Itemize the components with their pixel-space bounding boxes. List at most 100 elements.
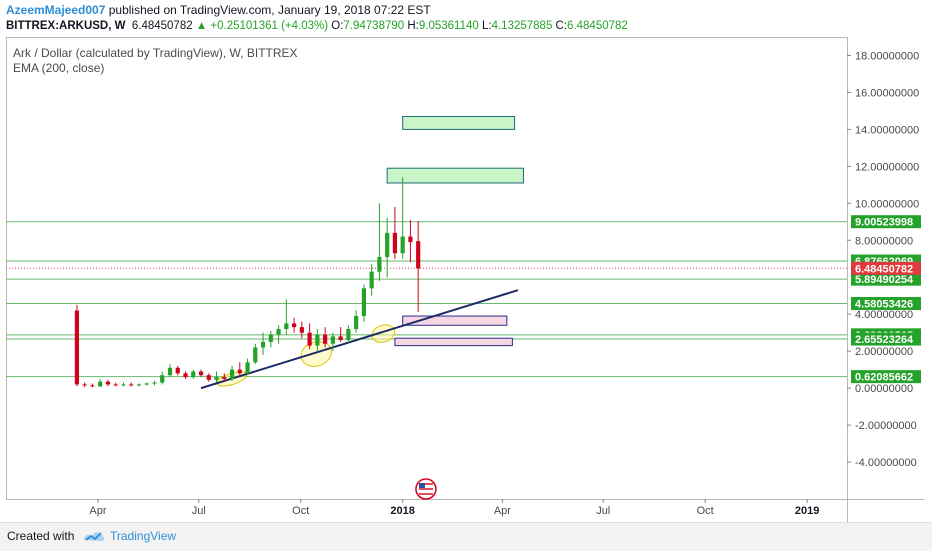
candle-body[interactable] bbox=[323, 334, 328, 344]
high-label: H: bbox=[407, 20, 419, 32]
candle-body[interactable] bbox=[330, 336, 335, 344]
price-tag bbox=[851, 296, 921, 310]
footer-bar: Created with TradingView bbox=[0, 522, 932, 551]
candle-body[interactable] bbox=[307, 332, 312, 346]
candle-body[interactable] bbox=[400, 236, 405, 254]
candle-body[interactable] bbox=[315, 334, 320, 346]
y-tick-label: -2.00000000 bbox=[855, 420, 917, 432]
change-value: ▲ +0.25101361 (+4.03%) bbox=[195, 20, 329, 32]
tradingview-link[interactable]: TradingView bbox=[110, 529, 177, 543]
candle-body[interactable] bbox=[152, 382, 157, 384]
support-zone[interactable] bbox=[394, 337, 513, 347]
candle-body[interactable] bbox=[121, 384, 126, 386]
candle-body[interactable] bbox=[105, 381, 111, 385]
open-label: O: bbox=[331, 20, 344, 32]
candle-body[interactable] bbox=[167, 367, 173, 376]
candle-body[interactable] bbox=[129, 384, 134, 386]
price-tag-label: 2.65523264 bbox=[855, 334, 914, 346]
low-label: L: bbox=[481, 20, 492, 32]
last-price: 6.48450782 bbox=[131, 20, 193, 32]
candle-body[interactable] bbox=[160, 375, 165, 383]
candle-body[interactable] bbox=[291, 323, 297, 328]
candle-body[interactable] bbox=[175, 367, 180, 374]
tradingview-logo-icon[interactable] bbox=[82, 528, 106, 549]
candle-body[interactable] bbox=[268, 334, 273, 342]
quote-bar: BITTREX:ARKUSD, W 6.48450782 ▲ +0.251013… bbox=[6, 20, 628, 32]
candle-body[interactable] bbox=[90, 385, 95, 387]
candle-body[interactable] bbox=[416, 241, 421, 269]
y-tick-label: 2.00000000 bbox=[855, 346, 913, 358]
candle-body[interactable] bbox=[284, 323, 289, 329]
candle-body[interactable] bbox=[206, 375, 211, 380]
flag-canton bbox=[418, 483, 425, 488]
author-link[interactable]: AzeemMajeed007 bbox=[6, 3, 106, 17]
candle-body[interactable] bbox=[408, 236, 413, 243]
price-tag bbox=[851, 215, 921, 229]
open-value: 7.94738790 bbox=[343, 20, 405, 32]
candle-body[interactable] bbox=[377, 256, 382, 272]
x-tick-label: Apr bbox=[494, 505, 511, 517]
price-chart[interactable]: 18.00000000 16.00000000 14.00000000 12.0000… bbox=[6, 37, 924, 523]
high-value: 9.05361140 bbox=[418, 20, 479, 32]
low-value: 4.13257885 bbox=[491, 20, 553, 32]
y-tick-label: 14.00000000 bbox=[855, 124, 919, 136]
candle-body[interactable] bbox=[198, 371, 204, 376]
publish-header: AzeemMajeed007 published on TradingView.… bbox=[6, 3, 431, 17]
candle-body[interactable] bbox=[361, 288, 366, 317]
candle-body[interactable] bbox=[74, 310, 80, 385]
candle-body[interactable] bbox=[299, 327, 304, 333]
y-tick-label: 16.00000000 bbox=[855, 87, 919, 99]
candle-body[interactable] bbox=[98, 381, 103, 387]
y-tick-label: -4.00000000 bbox=[855, 457, 917, 469]
candle-body[interactable] bbox=[354, 316, 359, 329]
candle-body[interactable] bbox=[392, 232, 398, 254]
candle-body[interactable] bbox=[191, 371, 196, 378]
price-tag-label: 0.62085662 bbox=[855, 372, 913, 384]
candle-body[interactable] bbox=[82, 384, 87, 386]
candle-body[interactable] bbox=[385, 232, 390, 257]
candle-body[interactable] bbox=[144, 383, 149, 385]
candle-body[interactable] bbox=[253, 347, 258, 363]
price-tag bbox=[851, 272, 921, 286]
candle-body[interactable] bbox=[338, 336, 343, 341]
x-tick-label: 2018 bbox=[390, 505, 414, 517]
price-tag-label: 9.00523998 bbox=[855, 217, 913, 229]
candle-body[interactable] bbox=[245, 362, 250, 374]
candle-body[interactable] bbox=[214, 377, 219, 380]
x-tick-label: 2019 bbox=[795, 505, 819, 517]
x-tick-label: Jul bbox=[596, 505, 610, 517]
candle-body[interactable] bbox=[237, 369, 242, 374]
target-zone[interactable] bbox=[402, 115, 516, 130]
y-tick-label: 18.00000000 bbox=[855, 50, 919, 62]
y-tick-label: 0.00000000 bbox=[855, 383, 913, 395]
candle-body[interactable] bbox=[222, 377, 227, 379]
close-label: C: bbox=[555, 20, 568, 32]
candle-body[interactable] bbox=[136, 384, 142, 386]
last-price-tag bbox=[851, 261, 921, 275]
candle-body[interactable] bbox=[346, 328, 351, 341]
candle-body[interactable] bbox=[276, 328, 281, 335]
highlight-ellipse[interactable] bbox=[298, 338, 335, 370]
created-with-label: Created with bbox=[7, 529, 75, 543]
support-zone[interactable] bbox=[402, 315, 508, 326]
published-text: published on TradingView.com, January 19… bbox=[108, 3, 431, 17]
target-zone[interactable] bbox=[386, 167, 524, 184]
indicator-legend[interactable]: EMA (200, close) bbox=[13, 61, 105, 75]
candle-body[interactable] bbox=[260, 341, 266, 348]
candle-body[interactable] bbox=[229, 369, 235, 379]
y-tick-label: 12.00000000 bbox=[855, 161, 919, 173]
price-tag bbox=[851, 370, 921, 384]
candle-body[interactable] bbox=[183, 373, 188, 378]
trendline[interactable] bbox=[200, 289, 519, 390]
close-value: 6.48450782 bbox=[567, 20, 628, 32]
chart-legend-title: Ark / Dollar (calculated by TradingView)… bbox=[13, 46, 298, 60]
candle-body[interactable] bbox=[369, 271, 374, 289]
candle-body[interactable] bbox=[113, 384, 118, 386]
price-tag bbox=[851, 332, 921, 346]
last-price-tag-label: 6.48450782 bbox=[855, 263, 913, 275]
x-tick-label: Oct bbox=[697, 505, 714, 517]
y-tick-label: 10.00000000 bbox=[855, 198, 919, 210]
y-tick-label: 4.00000000 bbox=[855, 309, 913, 321]
x-tick-label: Jul bbox=[192, 505, 206, 517]
symbol-label[interactable]: BITTREX:ARKUSD, W bbox=[6, 20, 126, 32]
